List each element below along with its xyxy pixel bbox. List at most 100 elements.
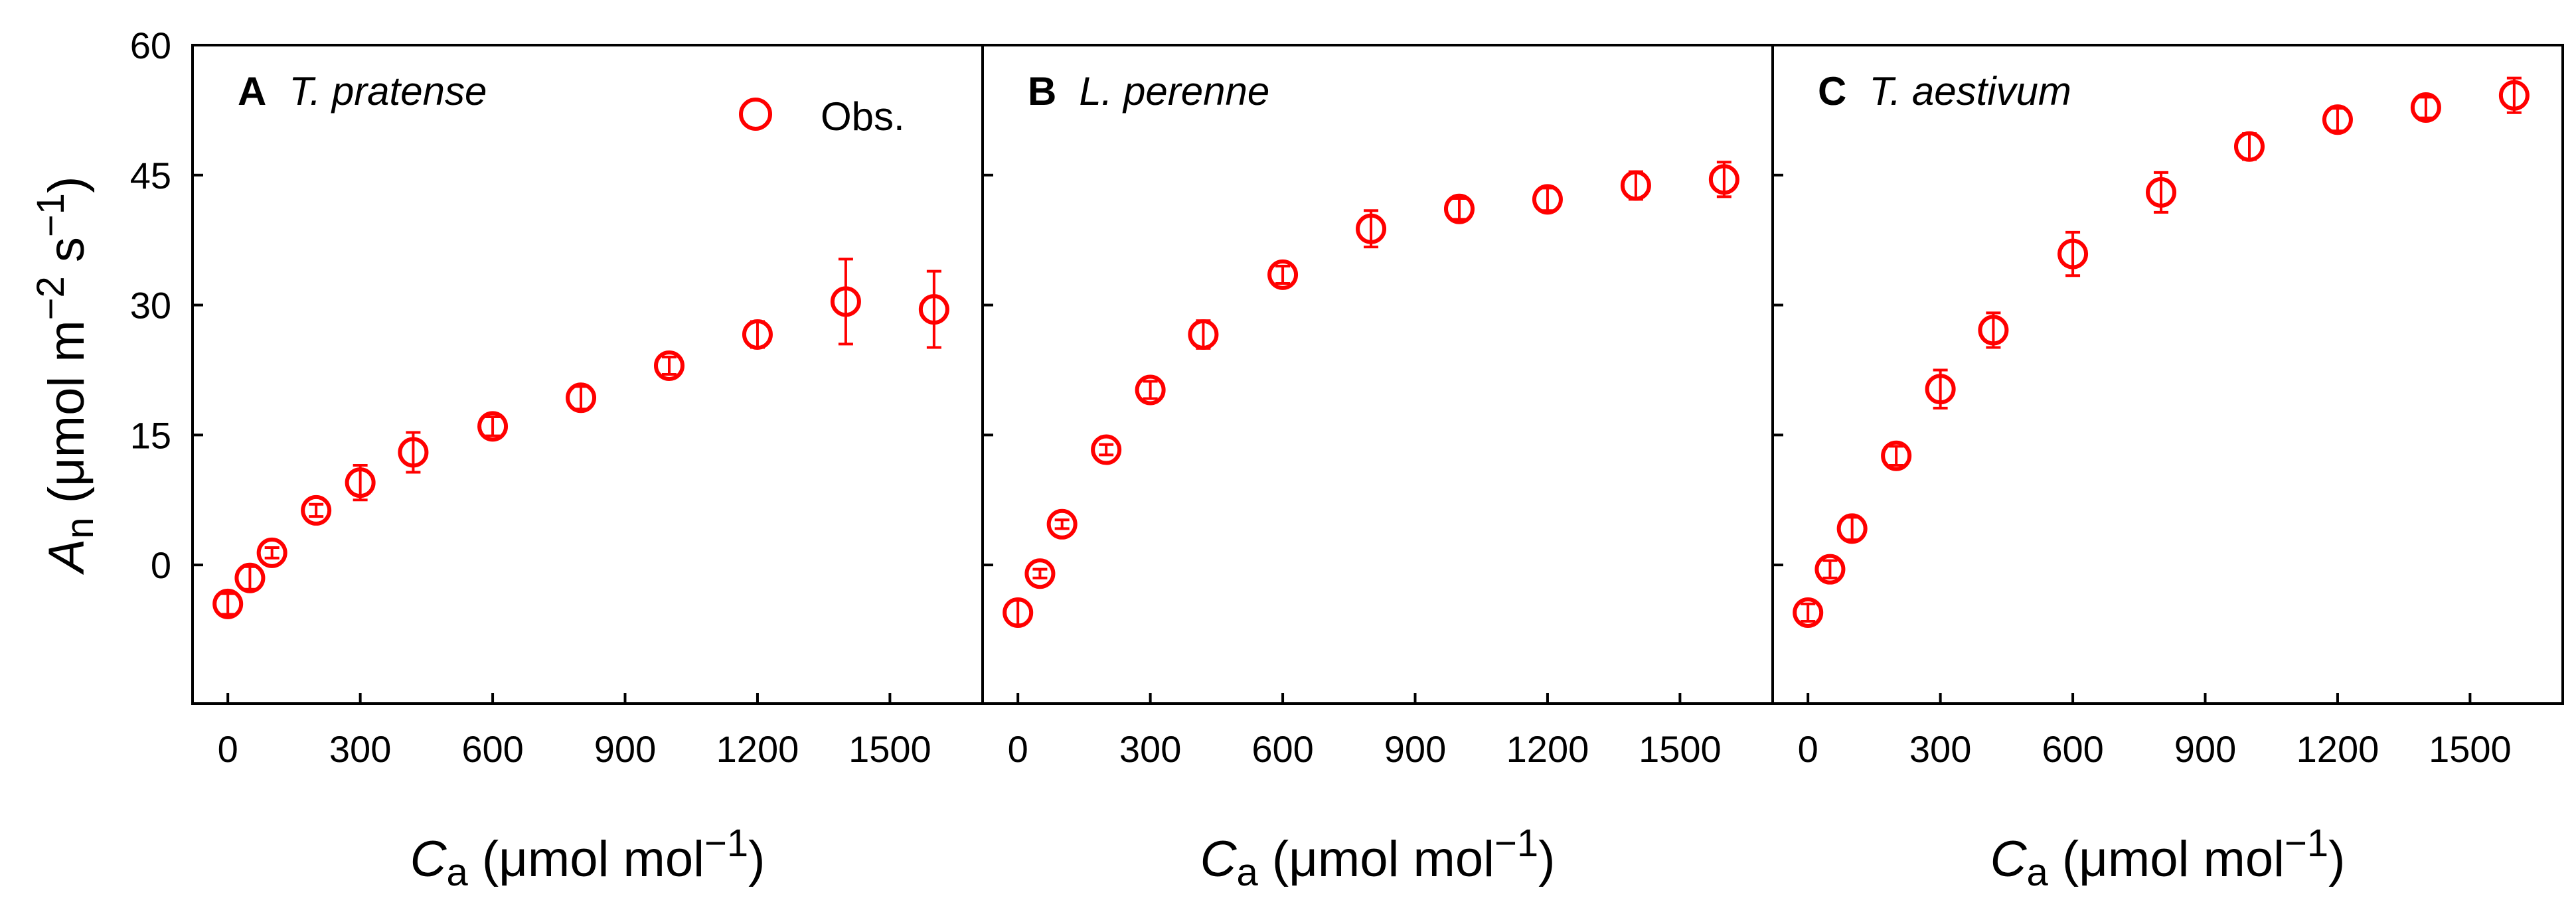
obs-marker [1356, 213, 1387, 244]
panel-species: T. pratense [289, 69, 487, 114]
data-point [566, 382, 597, 414]
panel-frame [981, 44, 1774, 705]
x-axis-label: Ca (μmol mol−1) [410, 822, 765, 894]
data-point [1793, 597, 1824, 628]
data-point [1091, 434, 1122, 465]
obs-marker [398, 437, 429, 468]
data-point [1356, 209, 1387, 249]
obs-marker [1620, 170, 1651, 201]
data-point [1881, 440, 1912, 471]
data-point [1443, 193, 1475, 224]
obs-marker [566, 382, 597, 414]
data-point [2146, 171, 2177, 214]
panel-frame [191, 44, 984, 705]
y-label-subscript: n [58, 517, 102, 538]
panel-species: T. aestivum [1869, 69, 2071, 114]
x-tick-label: 1500 [1639, 728, 1722, 770]
x-label-exponent: −1 [704, 822, 748, 865]
x-tick-label: 0 [218, 728, 238, 770]
data-point [2498, 76, 2530, 114]
x-tick-label: 600 [1251, 728, 1313, 770]
y-tick-label: 60 [130, 25, 171, 66]
x-label-unit: (μmol mol [1258, 831, 1494, 887]
obs-marker [1024, 558, 1056, 589]
data-point [1003, 597, 1034, 628]
data-point [918, 269, 949, 349]
y-label-unit-s: s [39, 237, 95, 276]
data-point [1532, 184, 1563, 215]
data-point [1024, 558, 1056, 589]
obs-marker [2322, 104, 2353, 135]
data-point [1978, 311, 2009, 349]
data-point [1046, 508, 1078, 540]
x-label-close: ) [1538, 831, 1555, 887]
obs-marker [2233, 131, 2265, 162]
data-point [1814, 554, 1846, 585]
obs-marker [2057, 238, 2089, 269]
data-point [1620, 170, 1651, 201]
obs-marker [830, 286, 861, 317]
panel-title: B L. perenne [1028, 69, 1269, 114]
panel-title: C T. aestivum [1818, 69, 2071, 114]
x-tick-label: 900 [594, 728, 656, 770]
chart-root: 0 300 600 900 1200 1500 0 15 30 45 60 A T. pratense C… [29, 25, 2564, 894]
panel-a: 0 300 600 900 1200 1500 0 15 30 45 60 A T. pratense C… [130, 25, 984, 894]
data-point [653, 350, 684, 381]
obs-marker [477, 411, 509, 442]
legend-label: Obs. [821, 94, 905, 139]
legend-marker [739, 98, 772, 131]
x-tick-label: 1500 [848, 728, 931, 770]
y-tick-label: 30 [130, 285, 171, 327]
x-label-unit: (μmol mol [468, 831, 704, 887]
panel-letter: B [1028, 69, 1056, 114]
obs-marker [301, 494, 332, 526]
obs-marker [1814, 554, 1846, 585]
obs-marker [1708, 164, 1739, 195]
x-tick-label: 900 [2174, 728, 2236, 770]
obs-marker [1188, 319, 1219, 350]
x-tick-label: 300 [1119, 728, 1181, 770]
x-axis-label: Ca (μmol mol−1) [1200, 822, 1556, 894]
y-label-exponent-s: −1 [29, 193, 72, 237]
x-tick-label: 600 [2042, 728, 2103, 770]
x-label-close: ) [2328, 831, 2345, 887]
x-label-subscript: a [446, 851, 468, 894]
panel-letter: C [1818, 69, 1846, 114]
x-tick-label: 1200 [1506, 728, 1589, 770]
x-label-subscript: a [2026, 851, 2048, 894]
obs-marker [1532, 184, 1563, 215]
data-point [2410, 92, 2441, 123]
legend: Obs. [739, 94, 905, 139]
obs-marker [2410, 92, 2441, 123]
x-label-subscript: a [1236, 851, 1258, 894]
obs-marker [1793, 597, 1824, 628]
panel-letter: A [238, 69, 266, 114]
data-point [345, 464, 376, 502]
panel-species: L. perenne [1079, 69, 1269, 114]
x-tick-label: 1200 [2296, 728, 2379, 770]
obs-marker [256, 537, 287, 568]
x-label-symbol: C [410, 831, 447, 887]
obs-marker [1443, 193, 1475, 224]
x-axis-label: Ca (μmol mol−1) [1990, 822, 2346, 894]
panel-b: 0 300 600 900 1200 1500 B L. perenne Ca (μmol mo… [981, 44, 1774, 894]
panel-title: A T. pratense [238, 69, 487, 114]
data-point [1708, 161, 1739, 198]
x-label-close: ) [748, 831, 765, 887]
obs-marker [1135, 374, 1166, 406]
x-tick-label: 300 [329, 728, 391, 770]
x-tick-label: 900 [1384, 728, 1446, 770]
data-point [234, 562, 266, 593]
x-tick-label: 300 [1909, 728, 1971, 770]
panel-c: 0 300 600 900 1200 1500 C T. aestivum Ca (μmol m… [1771, 44, 2564, 894]
obs-marker [234, 562, 266, 593]
panel-frame [1771, 44, 2564, 705]
x-label-exponent: −1 [1494, 822, 1538, 865]
y-tick-label: 0 [151, 544, 171, 586]
x-label-symbol: C [1990, 831, 2028, 887]
y-axis-label: An (μmol m−2 s−1) [29, 177, 102, 575]
obs-marker [1091, 434, 1122, 465]
data-point [212, 588, 244, 619]
data-point [477, 411, 509, 442]
